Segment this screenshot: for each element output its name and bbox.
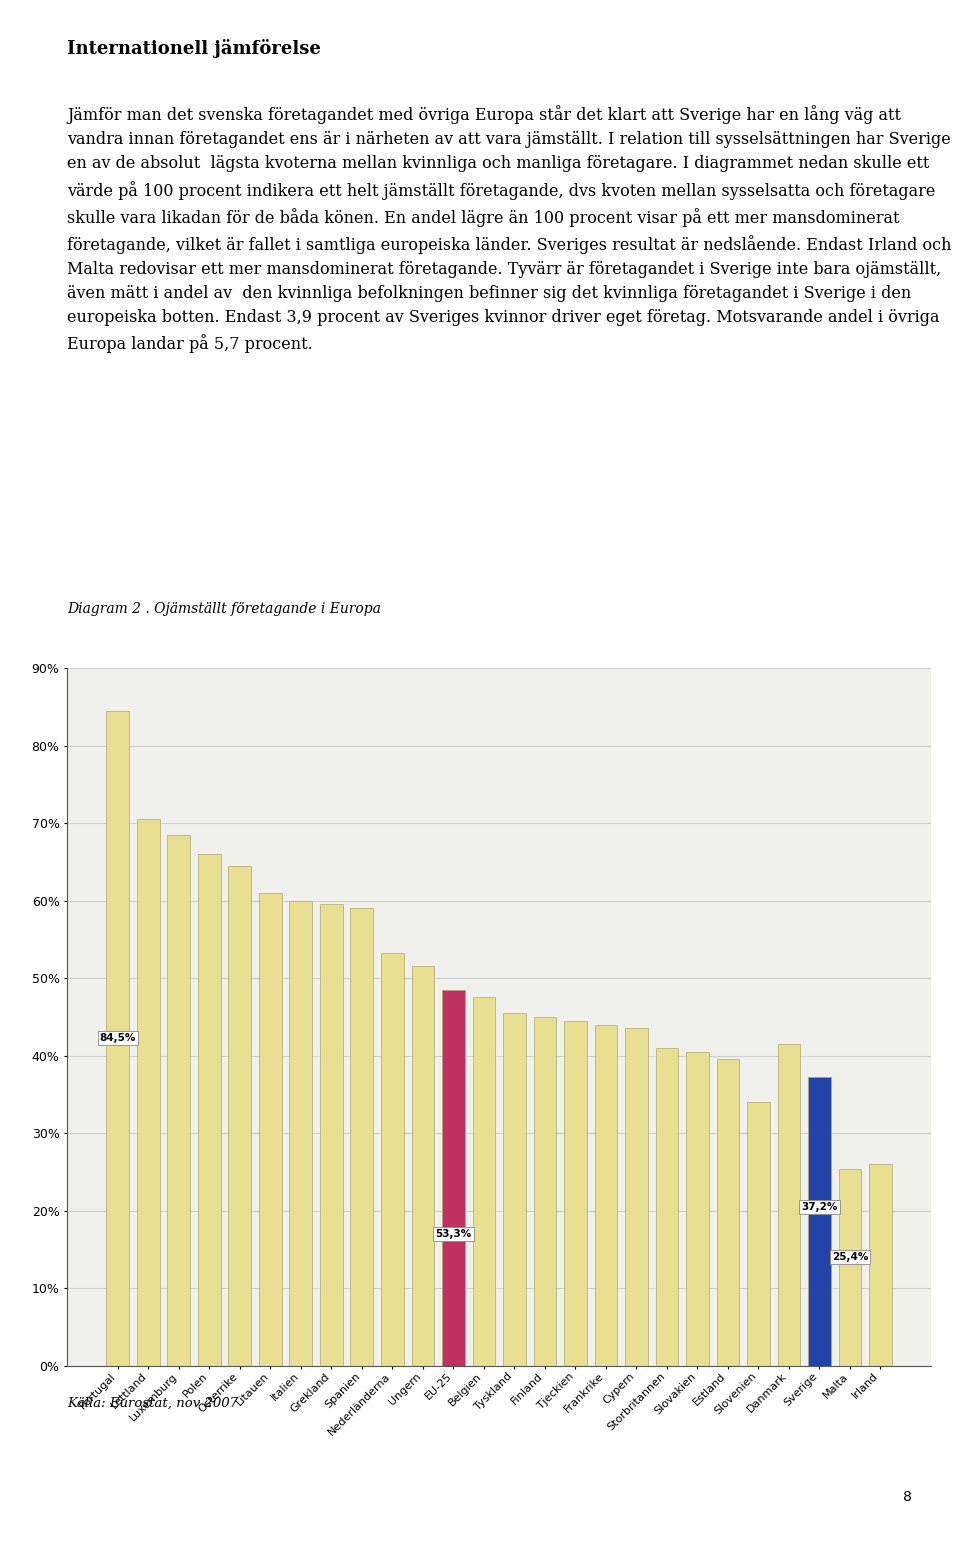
Bar — [503, 1012, 526, 1366]
Bar — [716, 1060, 739, 1366]
Bar — [228, 866, 252, 1366]
Bar — [656, 1048, 679, 1366]
Text: Jämför man det svenska företagandet med övriga Europa står det klart att Sverige: Jämför man det svenska företagandet med … — [67, 105, 951, 353]
Bar — [412, 966, 434, 1366]
Bar — [381, 952, 404, 1366]
Text: 37,2%: 37,2% — [802, 1202, 838, 1211]
Bar — [198, 855, 221, 1366]
Text: 84,5%: 84,5% — [100, 1034, 136, 1043]
Bar — [350, 909, 373, 1366]
Bar — [869, 1163, 892, 1366]
Bar — [564, 1021, 587, 1366]
Bar — [290, 901, 312, 1366]
Text: Källa: Eurostat, nov 2007: Källa: Eurostat, nov 2007 — [67, 1396, 238, 1409]
Bar — [838, 1168, 861, 1366]
Text: 53,3%: 53,3% — [435, 1230, 471, 1239]
Bar — [594, 1025, 617, 1366]
Text: Diagram 2 . Ojämställt företagande i Europa: Diagram 2 . Ojämställt företagande i Eur… — [67, 602, 381, 616]
Bar — [625, 1029, 648, 1366]
Bar — [320, 904, 343, 1366]
Bar — [442, 989, 465, 1366]
Bar — [808, 1077, 831, 1366]
Bar — [167, 835, 190, 1366]
Bar — [686, 1052, 708, 1366]
Bar — [778, 1045, 801, 1366]
Bar — [107, 711, 130, 1366]
Bar — [137, 819, 160, 1366]
Text: 25,4%: 25,4% — [831, 1253, 868, 1262]
Bar — [747, 1102, 770, 1366]
Bar — [534, 1017, 557, 1366]
Bar — [472, 997, 495, 1366]
Text: Internationell jämförelse: Internationell jämförelse — [67, 39, 321, 57]
Bar — [259, 893, 282, 1366]
Text: 8: 8 — [903, 1491, 912, 1504]
